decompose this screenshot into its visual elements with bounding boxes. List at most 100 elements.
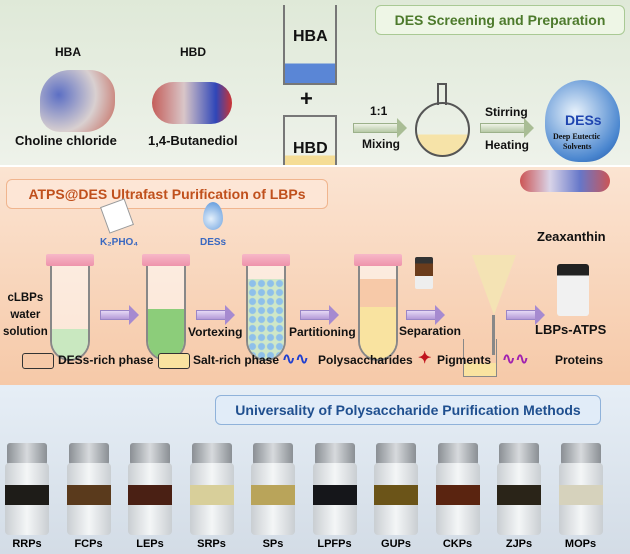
sample-label: FCPs [74,538,103,550]
protein-icon: ∿∿ [502,351,529,368]
hba-beaker [283,5,337,85]
vial-body [435,463,480,535]
vial-cap [253,443,293,465]
sample-label: GUPs [381,538,411,550]
tube-cap [354,254,402,266]
vial-cap [499,443,539,465]
partitioning-label: Partitioning [289,325,356,339]
vial-liquid [374,485,418,505]
lbps-product-vial [557,264,589,316]
collection-beaker [463,339,497,377]
stirring-label: Stirring [485,105,528,119]
vial-liquid [497,485,541,505]
des-drop-icon [203,202,223,230]
k2pho4-label: K₂PHO₄ [100,237,139,248]
start-label: cLBPs water solution [3,292,48,338]
vial-cap [130,443,170,465]
tube-salt [146,266,186,361]
vial-body [558,463,603,535]
vial-body [5,463,49,535]
step-arrow [406,305,445,325]
drop-title: DESs [565,112,602,128]
mixing-arrow [353,118,407,138]
pigment-icon: ✦ [418,350,432,367]
legend-des-rich: DESs-rich phase [58,353,154,367]
step-arrow [100,305,139,325]
vial-cap [191,443,232,465]
hbd-name: 1,4-Butanediol [148,133,238,148]
separated-vial [415,257,433,289]
sample-vial [558,443,603,535]
vial-liquid [189,485,234,505]
salt-rich-swatch [158,353,190,369]
sample-label: RRPs [12,538,42,550]
polysaccharide-icon: ∿∿ [282,351,309,368]
vial-cap [7,443,47,465]
sample-label: LEPs [136,538,164,550]
vial-liquid [251,485,295,505]
flask-neck [437,83,447,105]
sample-label: ZJPs [505,538,533,550]
section1-title: DES Screening and Preparation [375,5,625,35]
stirring-arrow [480,118,534,138]
step-arrow [506,305,545,325]
vial-cap [560,443,601,465]
tube-vortex [246,266,286,361]
vial-cap [437,443,478,465]
vial-cap [314,443,355,465]
sample-vial [497,443,541,535]
vortexing-label: Vortexing [188,325,243,339]
vial-liquid [5,485,49,505]
tube-cap [142,254,190,266]
zeaxanthin-label: Zeaxanthin [537,229,606,244]
choline-chloride-molecule [40,70,115,132]
drop-sub1: Deep Eutectic [553,132,601,141]
sample-label: SPs [262,538,284,550]
hba-label: HBA [55,45,81,59]
vial-cap [376,443,416,465]
hba-name: Choline chloride [15,133,117,148]
sample-vial [251,443,295,535]
sample-label: SRPs [197,538,226,550]
separation-label: Separation [399,324,462,338]
dess-label: DESs [200,237,227,248]
funnel-stem [492,315,495,355]
vial-liquid [66,485,111,505]
round-flask [415,102,470,157]
tube-cap [242,254,290,266]
vial-liquid [558,485,603,505]
step-arrow [300,305,339,325]
legend-pigments: Pigments [437,353,492,367]
vial-body [128,463,172,535]
vial-liquid [312,485,357,505]
plus-sign: + [300,86,313,111]
vial-body [374,463,418,535]
sample-vial [435,443,480,535]
separatory-funnel [472,255,516,315]
des-drop-icon [545,80,620,162]
tube-partitioned [358,266,398,361]
tube-crude [50,266,90,361]
vial-liquid [128,485,172,505]
mixing-label: Mixing [362,137,400,151]
sample-vial [128,443,172,535]
sample-label: LPFPs [317,538,352,550]
vial-body [189,463,234,535]
tube-cap [46,254,94,266]
zeaxanthin-molecule [520,170,610,192]
step-arrow [196,305,235,325]
atps-panel: ATPS@DES Ultrafast Purification of LBPs … [0,165,630,385]
butanediol-molecule [152,82,232,124]
vial-body [66,463,111,535]
sample-vial [189,443,234,535]
drop-sub2: Solvents [563,142,592,151]
sample-vial [312,443,357,535]
vial-cap [68,443,109,465]
sample-label: MOPs [564,538,597,550]
section3-title: Universality of Polysaccharide Purificat… [215,395,601,425]
sample-label: CKPs [442,538,473,550]
legend-proteins: Proteins [555,353,604,367]
des-rich-swatch [22,353,54,369]
section2-title: ATPS@DES Ultrafast Purification of LBPs [6,179,328,209]
legend-salt-rich: Salt-rich phase [193,353,280,367]
